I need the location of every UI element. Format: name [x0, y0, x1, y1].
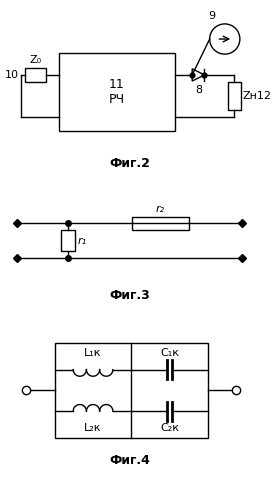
Text: r₁: r₁: [78, 236, 87, 246]
Text: Фиг.4: Фиг.4: [109, 454, 150, 467]
Bar: [59, 53, 175, 131]
Text: 11
РЧ: 11 РЧ: [109, 78, 125, 106]
Bar: [228, 82, 241, 110]
Text: 9: 9: [208, 11, 215, 21]
Text: L₁к: L₁к: [84, 348, 102, 358]
Text: Фиг.2: Фиг.2: [109, 157, 150, 170]
Text: r₂: r₂: [156, 204, 165, 214]
Text: C₁к: C₁к: [160, 348, 179, 358]
Bar: [61, 231, 75, 251]
Bar: [55, 343, 208, 438]
Text: C₂к: C₂к: [160, 423, 179, 433]
Text: Z₀: Z₀: [30, 55, 42, 65]
Text: Zн12: Zн12: [243, 91, 272, 101]
Bar: [25, 68, 46, 81]
Text: 8: 8: [195, 85, 202, 95]
Text: L₂к: L₂к: [84, 423, 102, 433]
Text: 10: 10: [5, 70, 19, 80]
Bar: [132, 217, 189, 230]
Text: Фиг.3: Фиг.3: [109, 289, 150, 302]
